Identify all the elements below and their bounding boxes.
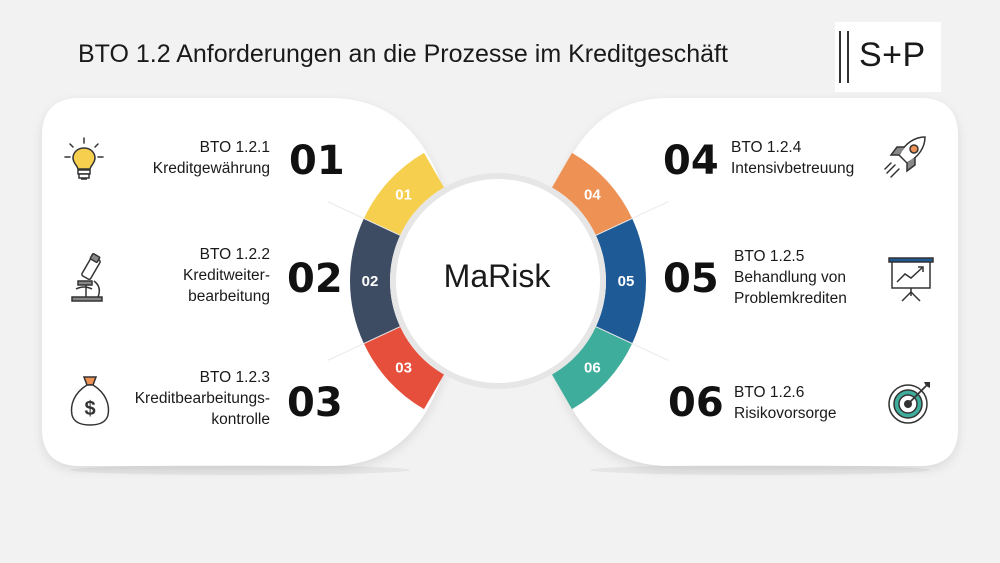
ring-segment-label-06: 06 <box>584 359 601 376</box>
money-bag-icon: $ <box>68 373 112 432</box>
item-04-label: Intensivbetreuung <box>731 160 855 177</box>
left-panel <box>42 98 445 466</box>
item-05-code: BTO 1.2.5 <box>734 248 805 265</box>
logo-text: S+P <box>859 36 926 74</box>
microscope-icon <box>64 253 108 308</box>
page-title: BTO 1.2 Anforderungen an die Prozesse im… <box>78 40 728 68</box>
right-panel-floor-shadow <box>590 465 930 475</box>
item-06-code: BTO 1.2.6 <box>734 384 805 401</box>
rocket-icon <box>881 133 931 188</box>
center-label: MaRisk <box>443 258 551 294</box>
center-circle <box>396 179 600 383</box>
segment-divider <box>327 325 403 361</box>
item-02-number: 02 <box>287 256 343 302</box>
item-03-number: 03 <box>287 380 343 426</box>
segment-divider <box>593 325 669 361</box>
item-02-label-line-2: bearbeitung <box>188 288 270 305</box>
segment-ring: 01 02 03 04 05 06 <box>327 152 669 410</box>
item-01-code: BTO 1.2.1 <box>199 139 270 156</box>
ring-segment-05 <box>595 218 647 344</box>
ring-segment-06 <box>552 326 633 410</box>
ring-segment-01 <box>363 152 444 236</box>
ring-segment-label-03: 03 <box>395 359 412 376</box>
item-02-label-line-1: Kreditweiter- <box>183 267 270 284</box>
item-06-number: 06 <box>668 380 724 426</box>
item-06-text: BTO 1.2.6 Risikovorsorge <box>734 382 884 424</box>
item-02-text: BTO 1.2.2 Kreditweiter- bearbeitung <box>128 244 270 307</box>
target-icon <box>886 378 934 431</box>
item-01-text: BTO 1.2.1 Kreditgewährung <box>128 137 270 179</box>
ring-segment-label-02: 02 <box>362 273 379 290</box>
ring-segment-04 <box>552 152 633 236</box>
item-02-code: BTO 1.2.2 <box>199 246 270 263</box>
ring-segment-02 <box>350 218 401 344</box>
item-01-number: 01 <box>289 138 345 184</box>
item-04-text: BTO 1.2.4 Intensivbetreuung <box>731 137 881 179</box>
left-panel-floor-shadow <box>70 465 410 475</box>
item-06-label: Risikovorsorge <box>734 405 837 422</box>
item-04-number: 04 <box>663 138 719 184</box>
segment-divider <box>327 201 403 237</box>
ring-segment-label-01: 01 <box>395 187 412 204</box>
item-05-label-line-1: Behandlung von <box>734 269 847 286</box>
lightbulb-icon <box>62 136 106 189</box>
ring-segment-label-04: 04 <box>584 187 601 204</box>
ring-segment-03 <box>363 326 444 410</box>
svg-text:$: $ <box>84 398 95 420</box>
sp-logo: S+P <box>835 22 941 92</box>
item-04-code: BTO 1.2.4 <box>731 139 802 156</box>
ring-segment-label-05: 05 <box>618 273 635 290</box>
presentation-board-icon <box>887 254 935 309</box>
item-05-label-line-2: Problemkrediten <box>734 290 847 307</box>
item-05-number: 05 <box>663 256 719 302</box>
item-05-text: BTO 1.2.5 Behandlung von Problemkrediten <box>734 246 884 309</box>
logo-bar <box>847 31 849 83</box>
item-03-text: BTO 1.2.3 Kreditbearbeitungs- kontrolle <box>100 367 270 430</box>
item-03-code: BTO 1.2.3 <box>199 369 270 386</box>
item-01-label: Kreditgewährung <box>152 160 270 177</box>
item-03-label-line-1: Kreditbearbeitungs- <box>134 390 270 407</box>
logo-bar <box>839 31 841 83</box>
item-03-label-line-2: kontrolle <box>211 411 270 428</box>
right-panel <box>555 98 958 466</box>
segment-divider <box>593 201 669 237</box>
